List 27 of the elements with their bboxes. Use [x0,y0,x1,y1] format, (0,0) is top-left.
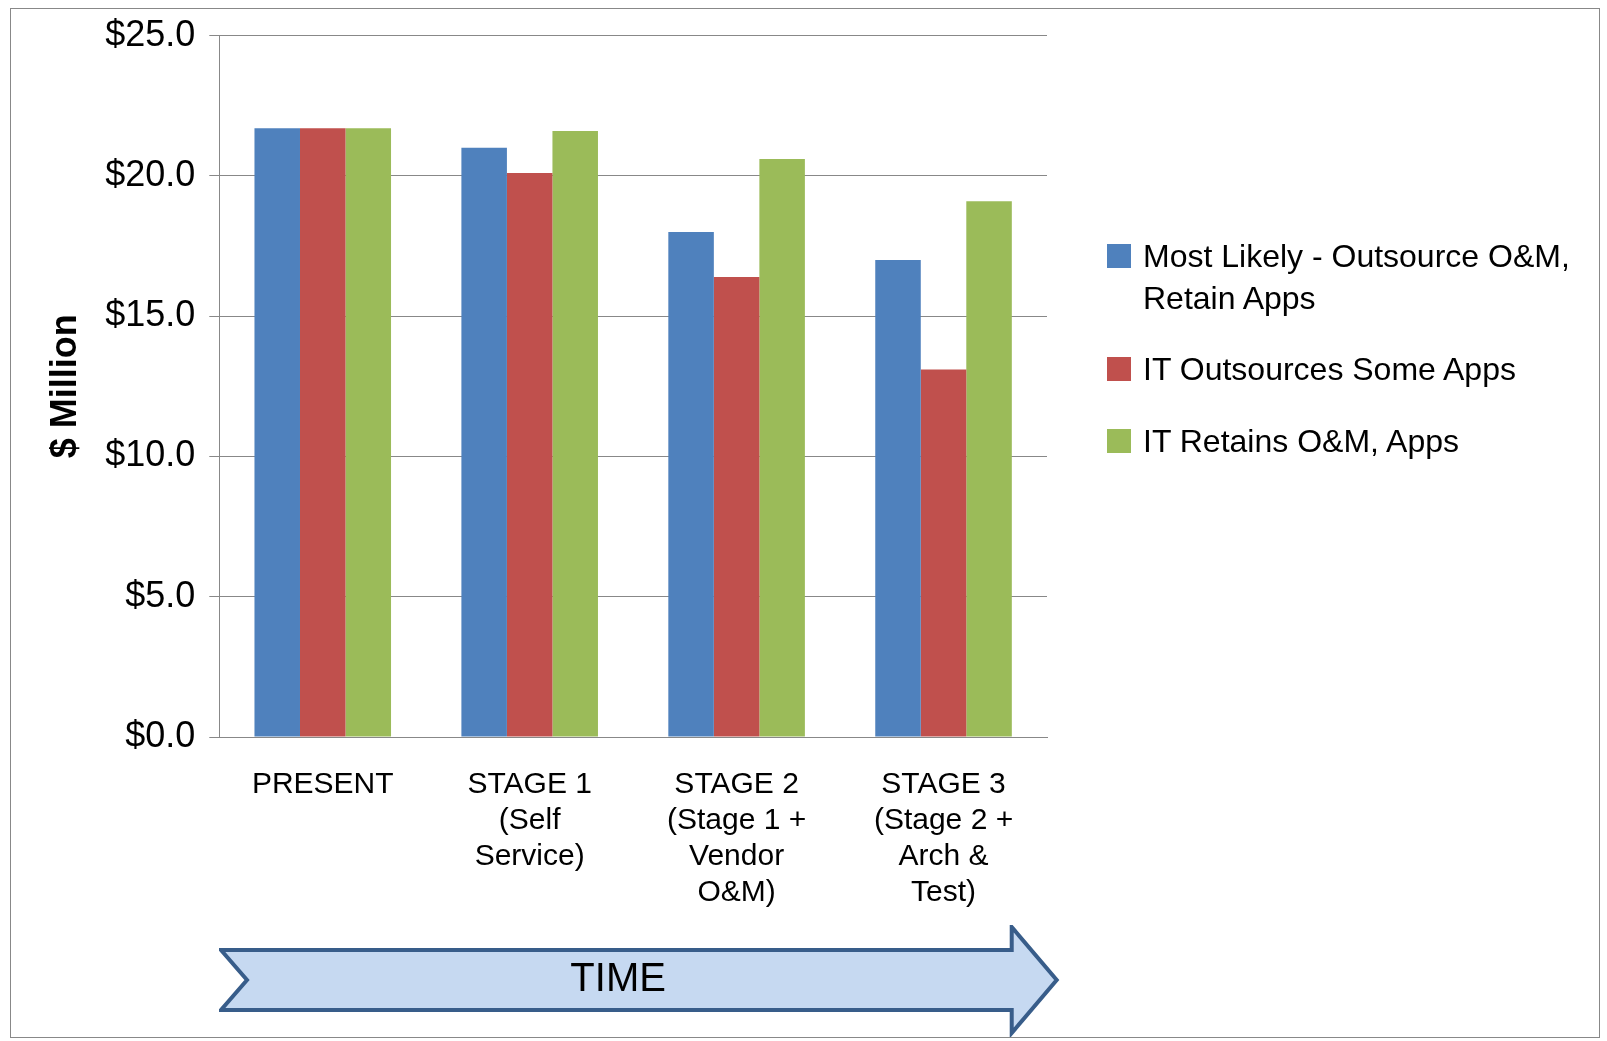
bar [759,159,805,737]
bar [345,128,392,737]
bar [461,147,507,737]
x-tick-label: STAGE 3 (Stage 2 + Arch & Test) [873,766,1014,908]
y-axis-title: $ Million [42,314,84,459]
bar [713,276,760,737]
x-tick-label: STAGE 1 (Self Service) [467,766,592,872]
bar [552,130,598,737]
y-tick-label: $15.0 [105,293,196,335]
x-tick-label: STAGE 2 (Stage 1 + Vendor O&M) [666,766,807,908]
y-tick-label: $25.0 [105,12,196,54]
bar [875,260,921,737]
y-tick-label: $5.0 [125,573,196,615]
bar [920,369,967,737]
bar [254,128,300,737]
y-tick-label: $0.0 [125,713,196,755]
legend-label: IT Retains O&M, Apps [1143,422,1460,462]
bar [506,173,553,737]
x-tick-label: PRESENT [251,766,394,800]
bar [966,201,1012,737]
bar [668,231,714,737]
y-tick-label: $20.0 [105,152,196,194]
x-axis-title: TIME [569,955,667,1000]
y-tick-label: $10.0 [105,433,196,475]
bar [299,128,346,737]
legend-label: IT Outsources Some Apps [1143,350,1517,390]
legend-label: Most Likely - Outsource O&M, Retain Apps [1143,237,1571,318]
